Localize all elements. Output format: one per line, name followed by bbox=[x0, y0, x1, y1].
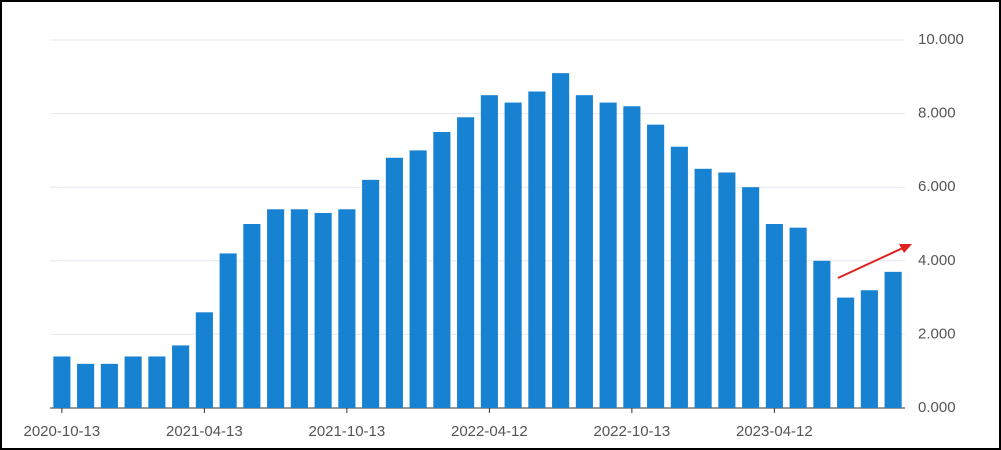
bar bbox=[172, 345, 190, 408]
bar bbox=[860, 290, 878, 408]
bar bbox=[884, 271, 902, 408]
bar bbox=[267, 209, 285, 408]
y-tick-label: 10.000 bbox=[918, 31, 964, 48]
bar bbox=[670, 146, 688, 408]
bar bbox=[243, 224, 261, 408]
bar bbox=[100, 363, 118, 408]
plot-area: 0.000 2.000 4.000 6.000 8.000 10.000 2020-10-1… bbox=[24, 31, 964, 440]
y-tick-label: 8.000 bbox=[918, 105, 956, 122]
bar bbox=[837, 297, 855, 408]
bar bbox=[718, 172, 736, 408]
bar bbox=[290, 209, 308, 408]
bar bbox=[77, 363, 95, 408]
x-tick-label: 2023-04-12 bbox=[736, 423, 813, 440]
x-tick-label: 2021-04-13 bbox=[166, 423, 243, 440]
y-tick-label: 6.000 bbox=[918, 178, 956, 195]
x-tick-label: 2022-04-12 bbox=[451, 423, 528, 440]
bar bbox=[314, 212, 332, 408]
bar bbox=[599, 102, 617, 408]
bar bbox=[575, 95, 593, 408]
bar bbox=[789, 227, 807, 408]
bar bbox=[552, 73, 570, 409]
bar bbox=[385, 157, 403, 408]
bar bbox=[148, 356, 166, 408]
bar bbox=[480, 95, 498, 408]
bar bbox=[457, 117, 475, 408]
bar bbox=[124, 356, 142, 408]
bar bbox=[694, 168, 712, 408]
y-tick-label: 4.000 bbox=[918, 252, 956, 269]
bar bbox=[219, 253, 237, 408]
bar bbox=[813, 260, 831, 408]
bar bbox=[742, 187, 760, 408]
bar bbox=[409, 150, 427, 408]
bar bbox=[765, 224, 783, 408]
bar bbox=[647, 124, 665, 408]
bar bbox=[338, 209, 356, 408]
bar bbox=[362, 179, 380, 408]
x-tick-label: 2022-10-13 bbox=[594, 423, 671, 440]
y-tick-label: 2.000 bbox=[918, 325, 956, 342]
y-tick-label: 0.000 bbox=[918, 399, 956, 416]
bar bbox=[528, 91, 546, 409]
bar bbox=[195, 312, 213, 408]
x-tick-label: 2020-10-13 bbox=[24, 423, 101, 440]
arrow-line bbox=[837, 246, 906, 279]
bar bbox=[504, 102, 522, 408]
bar bbox=[623, 106, 641, 409]
bar bbox=[433, 132, 451, 408]
bar bbox=[53, 356, 71, 408]
x-tick-label: 2021-10-13 bbox=[309, 423, 386, 440]
arrow-head bbox=[899, 244, 912, 253]
